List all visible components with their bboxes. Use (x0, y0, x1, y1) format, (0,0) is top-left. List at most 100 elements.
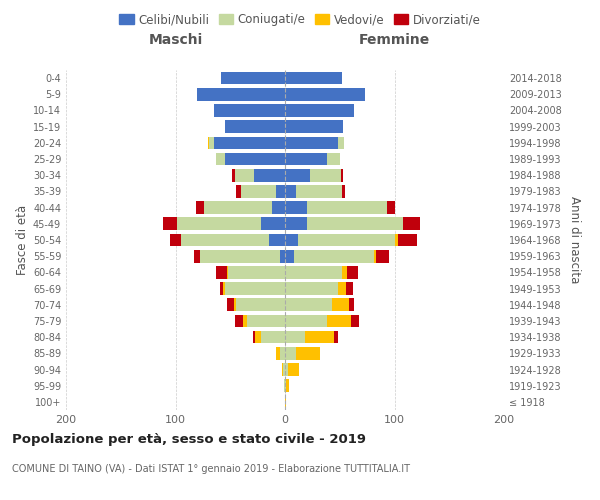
Bar (225, 152, 285, 166)
Bar (338, 136, 344, 149)
Bar (298, 234, 395, 246)
Bar (285, 380, 286, 392)
Bar (285, 396, 286, 408)
Bar (296, 185, 342, 198)
Text: Maschi: Maschi (148, 34, 203, 48)
Bar (346, 282, 353, 295)
Bar (342, 266, 347, 278)
Bar (398, 234, 418, 246)
Bar (285, 72, 342, 85)
Bar (326, 152, 340, 166)
Bar (176, 218, 261, 230)
Bar (221, 72, 285, 85)
Bar (204, 202, 272, 214)
Bar (285, 282, 338, 295)
Bar (305, 331, 334, 344)
Bar (285, 331, 305, 344)
Bar (349, 298, 354, 311)
Bar (403, 218, 419, 230)
Bar (351, 314, 359, 328)
Bar (276, 185, 285, 198)
Bar (194, 250, 200, 262)
Bar (285, 152, 326, 166)
Bar (272, 202, 285, 214)
Bar (332, 298, 349, 311)
Bar (285, 104, 354, 117)
Bar (326, 314, 351, 328)
Bar (280, 347, 285, 360)
Bar (280, 250, 285, 262)
Bar (214, 104, 285, 117)
Bar (236, 185, 241, 198)
Bar (395, 234, 398, 246)
Bar (269, 234, 285, 246)
Bar (208, 136, 209, 149)
Bar (285, 88, 365, 101)
Bar (376, 250, 389, 262)
Bar (214, 136, 285, 149)
Bar (197, 88, 285, 101)
Bar (200, 250, 280, 262)
Bar (285, 347, 296, 360)
Bar (228, 266, 285, 278)
Bar (220, 282, 223, 295)
Bar (227, 266, 228, 278)
Bar (294, 250, 374, 262)
Bar (285, 218, 307, 230)
Legend: Celibi/Nubili, Coniugati/e, Vedovi/e, Divorziati/e: Celibi/Nubili, Coniugati/e, Vedovi/e, Di… (115, 8, 485, 31)
Bar (285, 120, 343, 133)
Bar (285, 136, 338, 149)
Bar (232, 169, 235, 181)
Bar (209, 136, 214, 149)
Bar (334, 331, 338, 344)
Bar (225, 282, 285, 295)
Bar (310, 169, 341, 181)
Bar (225, 120, 285, 133)
Bar (256, 331, 261, 344)
Bar (236, 298, 285, 311)
Bar (285, 169, 310, 181)
Bar (247, 314, 285, 328)
Bar (374, 250, 376, 262)
Bar (227, 298, 233, 311)
Bar (285, 234, 298, 246)
Bar (170, 234, 181, 246)
Y-axis label: Fasce di età: Fasce di età (16, 205, 29, 275)
Bar (233, 298, 236, 311)
Bar (235, 169, 254, 181)
Bar (307, 218, 403, 230)
Bar (282, 363, 283, 376)
Bar (163, 218, 176, 230)
Y-axis label: Anni di nascita: Anni di nascita (568, 196, 581, 284)
Bar (283, 363, 285, 376)
Bar (307, 202, 387, 214)
Bar (285, 266, 342, 278)
Bar (223, 282, 225, 295)
Bar (285, 250, 294, 262)
Text: Femmine: Femmine (359, 34, 430, 48)
Bar (216, 266, 227, 278)
Bar (285, 314, 326, 328)
Bar (241, 185, 276, 198)
Bar (288, 363, 299, 376)
Bar (253, 331, 256, 344)
Bar (254, 169, 285, 181)
Bar (261, 218, 285, 230)
Bar (341, 169, 343, 181)
Bar (285, 298, 332, 311)
Bar (284, 380, 285, 392)
Bar (261, 331, 285, 344)
Bar (285, 363, 288, 376)
Bar (342, 185, 345, 198)
Bar (276, 347, 280, 360)
Bar (347, 266, 358, 278)
Bar (286, 380, 289, 392)
Bar (285, 202, 307, 214)
Bar (244, 314, 247, 328)
Bar (196, 202, 204, 214)
Bar (235, 314, 244, 328)
Bar (296, 347, 320, 360)
Bar (387, 202, 395, 214)
Bar (338, 282, 346, 295)
Bar (216, 152, 225, 166)
